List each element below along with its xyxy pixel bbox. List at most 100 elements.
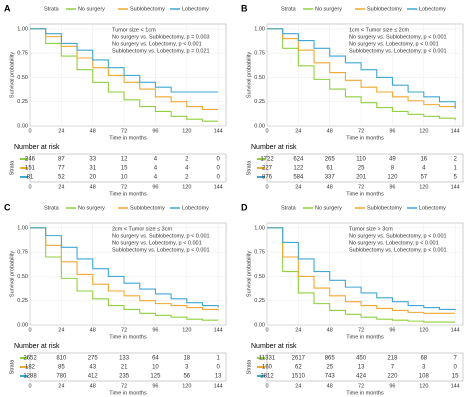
risk-count: 780	[56, 374, 67, 380]
risk-count: 110	[356, 157, 366, 163]
risk-count: 87	[58, 157, 65, 163]
risk-count: 56	[183, 374, 190, 380]
risk-count: 8	[391, 166, 395, 172]
risk-count: 21	[121, 365, 128, 371]
y-tick-label: 0.00	[17, 123, 28, 129]
risk-count: 120	[387, 175, 398, 181]
annotation: Sublobectomy vs. Lobectomy, p < 0.001	[112, 247, 210, 253]
risk-count: 43	[89, 365, 96, 371]
risk-count: 4	[154, 157, 158, 163]
legend-label: Lobectomy	[182, 6, 209, 12]
strata-swatch	[257, 357, 265, 359]
risk-count: 16	[420, 157, 427, 163]
risk-x-tick-label: 0	[265, 383, 268, 389]
x-tick-label: 0	[265, 128, 268, 134]
risk-x-tick-label: 48	[90, 184, 96, 190]
y-tick-label: 0.25	[17, 298, 28, 304]
survival-curve	[30, 227, 219, 311]
risk-count: 18	[183, 356, 190, 362]
risk-count: 0	[216, 157, 220, 163]
strata-swatch	[20, 357, 28, 359]
risk-count: 85	[58, 365, 65, 371]
x-tick-label: 72	[121, 128, 127, 134]
risk-x-tick-label: 144	[451, 184, 460, 190]
legend-label: Lobectomy	[419, 205, 446, 211]
x-axis-label: Time in months	[109, 334, 147, 340]
legend-title: Strata	[281, 205, 297, 211]
risk-count: 81	[27, 175, 34, 181]
x-tick-label: 0	[265, 327, 268, 333]
risk-count: 57	[420, 175, 427, 181]
legend-label: No surgery	[78, 6, 105, 12]
survival-curve	[267, 28, 456, 109]
risk-x-tick-label: 72	[358, 383, 364, 389]
risk-count: 2	[185, 175, 189, 181]
risk-count: 12	[121, 157, 128, 163]
x-axis-label: Time in months	[346, 135, 384, 141]
legend-title: Strata	[44, 205, 60, 211]
risk-x-axis-label: Time in months	[346, 390, 384, 396]
legend-label: Lobectomy	[182, 205, 209, 211]
risk-count: 62	[295, 365, 302, 371]
risk-count: 1510	[292, 374, 306, 380]
risk-count: 265	[325, 157, 336, 163]
risk-count: 15	[452, 374, 459, 380]
risk-count: 25	[358, 166, 365, 172]
risk-count: 624	[293, 157, 304, 163]
risk-x-tick-label: 48	[327, 383, 333, 389]
strata-swatch	[20, 366, 28, 368]
legend-title: Strata	[281, 6, 297, 12]
annotation: No surgery vs. Lobectomy, p < 0.001	[112, 240, 202, 246]
risk-count: 424	[356, 374, 367, 380]
survival-curve	[30, 28, 219, 111]
risk-count: 31	[89, 166, 96, 172]
risk-table-area	[266, 153, 464, 183]
y-axis-label: Survival probability	[9, 251, 15, 297]
risk-count: 4	[422, 166, 426, 172]
y-tick-label: 0.00	[17, 322, 28, 328]
risk-count: 246	[25, 157, 36, 163]
annotation: 1cm < Tumor size ≤ 2cm	[349, 27, 409, 33]
panel: B Strata No surgery Sublobectomy Lobectomy 0.…	[241, 3, 464, 197]
x-tick-label: 120	[419, 128, 428, 134]
risk-count: 220	[387, 374, 398, 380]
risk-count: 227	[262, 166, 273, 172]
y-tick-label: 0.75	[17, 250, 28, 256]
risk-count: 1722	[260, 157, 274, 163]
x-axis-label: Time in months	[109, 135, 147, 141]
y-axis-label: Survival probability	[9, 52, 15, 98]
risk-count: 10	[121, 175, 128, 181]
y-tick-label: 1.00	[254, 26, 265, 32]
y-axis-label: Survival probability	[246, 251, 252, 297]
risk-count: 108	[419, 374, 430, 380]
risk-count: 64	[152, 356, 159, 362]
risk-count: 235	[119, 374, 130, 380]
x-tick-label: 144	[451, 327, 460, 333]
x-tick-label: 48	[327, 128, 333, 134]
risk-count: 125	[150, 374, 161, 380]
panel-label: D	[241, 202, 248, 212]
x-tick-label: 24	[58, 327, 64, 333]
risk-table-title: Number at risk	[251, 144, 297, 151]
risk-count: 182	[25, 365, 36, 371]
y-tick-label: 0.75	[17, 51, 28, 57]
legend-title: Strata	[44, 6, 60, 12]
risk-count: 0	[216, 175, 220, 181]
strata-swatch	[20, 375, 28, 377]
risk-x-tick-label: 24	[58, 184, 64, 190]
survival-curve	[30, 227, 219, 321]
annotation: Tumor size < 1cm	[112, 27, 156, 33]
legend-label: Lobectomy	[419, 6, 446, 12]
risk-count: 0	[216, 365, 220, 371]
x-tick-label: 96	[152, 327, 158, 333]
x-axis-label: Time in months	[346, 334, 384, 340]
survival-curve	[30, 28, 219, 122]
risk-x-axis-label: Time in months	[346, 191, 384, 197]
y-tick-label: 0.50	[254, 75, 265, 81]
risk-x-tick-label: 96	[152, 184, 158, 190]
risk-count: 77	[58, 166, 65, 172]
risk-table-ylabel: Strata	[9, 160, 15, 176]
x-tick-label: 24	[58, 128, 64, 134]
risk-count: 1	[453, 166, 457, 172]
annotation: No surgery vs. Sublobectomy, p < 0.001	[349, 233, 447, 239]
